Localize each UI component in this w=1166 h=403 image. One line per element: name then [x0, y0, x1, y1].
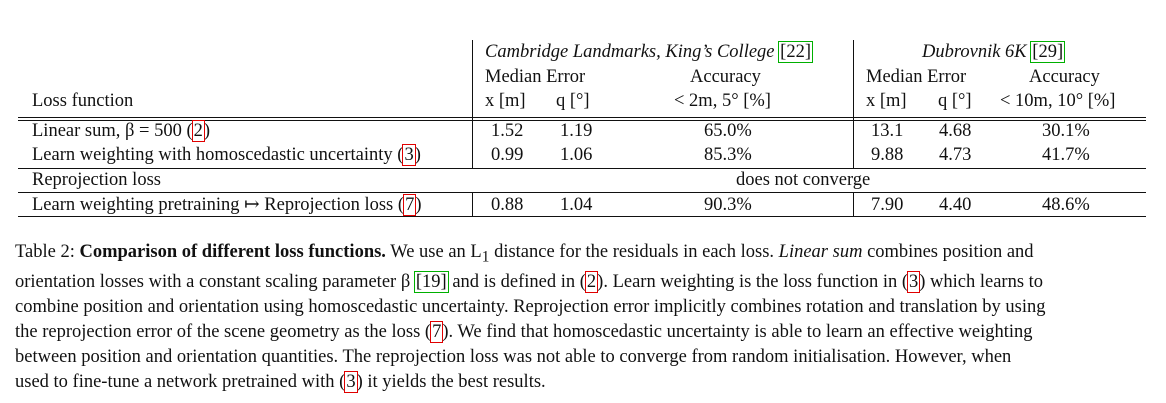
cell-q-dubrovnik: 4.40: [939, 195, 972, 215]
cell-accuracy-cambridge: 90.3%: [704, 195, 752, 215]
group-header-dubrovnik: Dubrovnik 6K [29]: [922, 41, 1066, 63]
cell-accuracy-cambridge: 65.0%: [704, 121, 752, 141]
subheader-accuracy-dubrovnik: Accuracy: [1029, 67, 1100, 87]
caption-line-5: between position and orientation quantit…: [15, 346, 1012, 367]
caption-text: distance for the residuals in each loss.: [489, 242, 779, 262]
table-row-label: Learn weighting pretraining ↦ Reprojecti…: [32, 194, 422, 216]
table-vrule-mid-bottom: [853, 192, 854, 217]
caption-text: ). We find that homoscedastic uncertaint…: [442, 321, 1033, 342]
table-vrule-left-bottom: [472, 192, 473, 217]
group-header-cambridge: Cambridge Landmarks, King’s College [22]: [485, 41, 813, 63]
table-vrule-mid: [853, 40, 854, 168]
caption-subscript: 1: [481, 248, 490, 266]
row-name: Learn weighting pretraining ↦ Reprojecti…: [32, 195, 394, 215]
cell-accuracy-dubrovnik: 30.1%: [1042, 121, 1090, 141]
column-header-x-cambridge: x [m]: [485, 91, 526, 111]
subheader-median-error-dubrovnik: Median Error: [866, 67, 967, 87]
caption-text: used to fine-tune a network pretrained w…: [15, 371, 346, 392]
caption-label: Table 2:: [15, 242, 75, 262]
cell-q-cambridge: 1.06: [560, 145, 593, 165]
caption-line-6: used to fine-tune a network pretrained w…: [15, 370, 1155, 395]
citation-29[interactable]: [29]: [1030, 41, 1066, 63]
row-name: Learn weighting with homoscedastic uncer…: [32, 145, 393, 165]
equation-ref-3[interactable]: 3: [402, 144, 416, 166]
row-name: Linear sum, β = 500: [32, 121, 182, 141]
citation-19[interactable]: [19]: [413, 270, 449, 293]
cell-accuracy-dubrovnik: 41.7%: [1042, 145, 1090, 165]
group-header-dubrovnik-text: Dubrovnik 6K: [922, 42, 1027, 62]
cell-span-does-not-converge: does not converge: [736, 170, 871, 190]
cell-x-cambridge: 0.99: [491, 145, 524, 165]
equation-ref-3[interactable]: 3: [344, 370, 358, 393]
cell-q-dubrovnik: 4.73: [939, 145, 972, 165]
table-rule-header-bottom-2: [18, 120, 1146, 121]
table-vrule-left: [472, 40, 473, 168]
cell-q-cambridge: 1.19: [560, 121, 593, 141]
cell-x-dubrovnik: 13.1: [871, 121, 904, 141]
column-header-x-dubrovnik: x [m]: [866, 91, 907, 111]
table-rule-bottom: [18, 216, 1146, 217]
caption-line-2: orientation losses with a constant scali…: [15, 270, 1155, 295]
cell-q-cambridge: 1.04: [560, 195, 593, 215]
caption-text: We use an L: [390, 242, 482, 262]
citation-22[interactable]: [22]: [778, 41, 813, 63]
table-row-label: Linear sum, β = 500 (2): [32, 120, 211, 142]
cell-accuracy-dubrovnik: 48.6%: [1042, 195, 1090, 215]
caption-line-3: combine position and orientation using h…: [15, 296, 1046, 317]
caption-title: Comparison of different loss functions.: [79, 242, 386, 262]
column-header-accuracy-dubrovnik: < 10m, 10° [%]: [1000, 91, 1116, 111]
caption-text: combines position and: [862, 242, 1034, 262]
column-header-q-dubrovnik: q [°]: [938, 91, 972, 111]
table-caption: Table 2: Comparison of different loss fu…: [15, 240, 1155, 395]
table-rule-row-divider-2: [18, 192, 1146, 193]
caption-text: ) which learns to: [919, 271, 1044, 292]
cell-q-dubrovnik: 4.68: [939, 121, 972, 141]
caption-line-1: Table 2: Comparison of different loss fu…: [15, 240, 1155, 270]
table-row-label: Learn weighting with homoscedastic uncer…: [32, 144, 421, 166]
cell-x-dubrovnik: 7.90: [871, 195, 904, 215]
caption-text: ). Learn weighting is the loss function …: [597, 271, 908, 292]
equation-ref-7[interactable]: 7: [430, 320, 444, 343]
cell-accuracy-cambridge: 85.3%: [704, 145, 752, 165]
column-header-loss-function: Loss function: [32, 91, 134, 111]
equation-ref-2[interactable]: 2: [584, 270, 599, 293]
cell-x-cambridge: 1.52: [491, 121, 524, 141]
equation-ref-2[interactable]: 2: [191, 120, 205, 142]
table-rule-header-bottom-1: [18, 117, 1146, 118]
column-header-accuracy-cambridge: < 2m, 5° [%]: [674, 91, 771, 111]
citation-29-number: 29: [1038, 42, 1057, 62]
table-rule-row-divider: [18, 168, 1146, 169]
caption-text: ) it yields the best results.: [356, 371, 546, 392]
subheader-accuracy-cambridge: Accuracy: [690, 67, 761, 87]
cell-x-cambridge: 0.88: [491, 195, 524, 215]
subheader-median-error-cambridge: Median Error: [485, 67, 586, 87]
group-header-cambridge-text: Cambridge Landmarks, King’s College: [485, 42, 775, 62]
citation-19-number: 19: [422, 271, 441, 292]
column-header-q-cambridge: q [°]: [556, 91, 590, 111]
caption-line-4: the reprojection error of the scene geom…: [15, 320, 1155, 345]
cell-x-dubrovnik: 9.88: [871, 145, 904, 165]
citation-22-number: 22: [786, 42, 805, 62]
equation-ref-3[interactable]: 3: [906, 270, 921, 293]
caption-text: orientation losses with a constant scali…: [15, 271, 415, 292]
caption-text: and is defined in (: [447, 271, 586, 292]
caption-italic: Linear sum: [778, 242, 863, 262]
caption-text: the reprojection error of the scene geom…: [15, 321, 432, 342]
table-row-label: Reprojection loss: [32, 170, 161, 190]
equation-ref-7[interactable]: 7: [403, 194, 417, 216]
